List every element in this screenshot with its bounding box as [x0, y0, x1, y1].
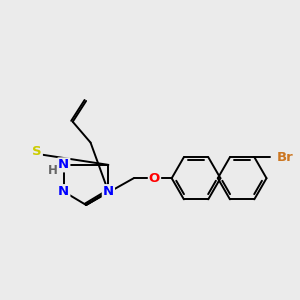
Text: S: S: [32, 145, 42, 158]
Text: N: N: [58, 185, 69, 198]
Text: H: H: [48, 164, 57, 177]
Text: N: N: [103, 185, 114, 198]
Text: O: O: [149, 172, 160, 185]
Text: Br: Br: [277, 151, 293, 164]
Text: N: N: [58, 158, 69, 171]
